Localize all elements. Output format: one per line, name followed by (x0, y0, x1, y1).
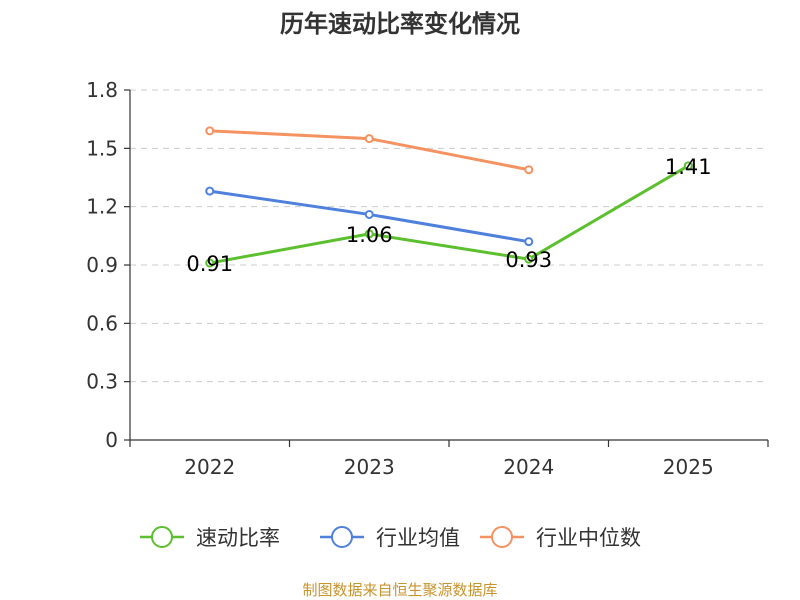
data-label: 0.91 (186, 252, 233, 276)
y-tick-label: 1.5 (86, 136, 118, 160)
data-point (205, 258, 215, 268)
grid-lines (130, 89, 768, 383)
y-tick-label: 0.6 (86, 311, 118, 335)
data-labels: 0.91 1.06 0.93 1.41 (186, 155, 711, 276)
y-tick-label: 1.2 (86, 195, 118, 219)
data-point (524, 165, 534, 175)
x-tick-label: 2025 (663, 455, 714, 479)
data-point (364, 134, 374, 144)
series-line (209, 164, 690, 265)
y-tick-label: 0 (105, 428, 118, 452)
data-point (364, 229, 374, 239)
legend-marker (331, 526, 353, 548)
legend: 速动比率 行业均值 行业中位数 (140, 526, 641, 550)
y-tick-label: 1.8 (86, 78, 118, 102)
legend-item[interactable]: 速动比率 (140, 526, 280, 550)
legend-item[interactable]: 行业中位数 (480, 526, 641, 550)
legend-marker (491, 526, 513, 548)
data-point (524, 254, 534, 264)
data-label: 1.06 (346, 223, 393, 247)
data-point (205, 186, 215, 196)
data-point (683, 161, 693, 171)
data-label: 1.41 (665, 155, 712, 179)
legend-label: 速动比率 (196, 526, 280, 550)
axes: 0 0.3 0.6 0.9 1.2 1.5 1.8 2022 2023 2024 2025 (86, 78, 769, 479)
y-tick-label: 0.9 (86, 253, 118, 277)
chart-title: 历年速动比率变化情况 (280, 10, 520, 38)
data-point (364, 209, 374, 219)
x-tick-label: 2023 (344, 455, 395, 479)
series-lines (205, 126, 693, 268)
legend-marker (151, 526, 173, 548)
data-label: 0.93 (505, 248, 552, 272)
legend-label: 行业中位数 (536, 526, 641, 550)
x-tick-label: 2022 (184, 455, 235, 479)
legend-item[interactable]: 行业均值 (320, 526, 460, 550)
x-tick-label: 2024 (503, 455, 554, 479)
y-tick-label: 0.3 (86, 370, 118, 394)
source-note: 制图数据来自恒生聚源数据库 (302, 581, 497, 599)
legend-label: 行业均值 (376, 526, 460, 550)
data-point (524, 237, 534, 247)
data-point (205, 126, 215, 136)
